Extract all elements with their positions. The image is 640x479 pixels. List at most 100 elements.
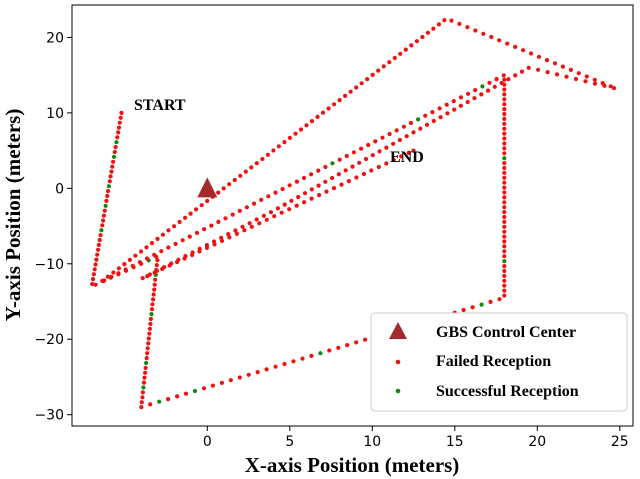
failed-reception-point (409, 43, 414, 48)
failed-reception-point (568, 67, 574, 72)
failed-reception-point (521, 48, 526, 53)
failed-reception-point (160, 232, 166, 237)
failed-reception-point (91, 272, 96, 277)
successful-reception-point (99, 228, 104, 233)
y-tick-label: −10 (34, 257, 64, 273)
x-axis-ticks: 0 5 10 15 20 25 (203, 426, 629, 450)
failed-reception-point (502, 200, 507, 205)
failed-reception-point (146, 336, 151, 341)
failed-reception-point (502, 278, 507, 283)
failed-reception-point (266, 194, 271, 199)
failed-reception-point (398, 51, 403, 56)
failed-reception-point (102, 208, 107, 213)
failed-reception-point (144, 356, 149, 361)
successful-reception-point (106, 184, 111, 189)
failed-reception-point (92, 267, 97, 272)
failed-reception-point (264, 217, 269, 222)
successful-reception-point (330, 161, 335, 166)
failed-reception-point (104, 198, 109, 203)
failed-reception-point (180, 238, 185, 243)
failed-reception-point (143, 365, 148, 370)
failed-reception-point (317, 193, 322, 198)
failed-reception-point (438, 115, 443, 120)
successful-reception-point (111, 154, 117, 159)
failed-reception-point (336, 172, 341, 177)
failed-reception-point (149, 241, 155, 246)
failed-reception-point (369, 168, 374, 173)
failed-reception-point (90, 281, 95, 287)
failed-reception-point (323, 179, 328, 184)
failed-reception-point (272, 214, 277, 219)
y-tick-label: −20 (34, 332, 64, 348)
failed-reception-point (529, 51, 534, 56)
failed-reception-point (130, 263, 135, 268)
failed-reception-point (357, 160, 362, 165)
failed-reception-point (502, 116, 507, 121)
failed-reception-point (592, 77, 597, 82)
successful-reception-point (149, 312, 154, 317)
x-tick-label: 10 (363, 434, 381, 450)
failed-reception-point (377, 149, 382, 154)
failed-reception-point (430, 110, 435, 115)
failed-reception-point (101, 218, 106, 223)
failed-reception-point (502, 239, 507, 244)
failed-reception-point (199, 203, 204, 208)
failed-reception-point (502, 136, 507, 141)
failed-reception-point (234, 231, 239, 236)
x-tick-label: 5 (285, 434, 294, 450)
failed-reception-point (365, 77, 370, 82)
failed-reception-point (210, 383, 215, 388)
successful-reception-point (480, 84, 485, 89)
successful-reception-point (318, 351, 323, 356)
failed-reception-point (145, 346, 150, 351)
failed-reception-point (216, 190, 221, 195)
failed-reception-point (392, 55, 397, 61)
failed-reception-point (394, 128, 399, 133)
failed-reception-point (502, 293, 507, 298)
failed-reception-point (205, 198, 210, 204)
failed-reception-point (502, 161, 507, 166)
failed-reception-point (502, 77, 507, 82)
failed-reception-point (100, 278, 105, 283)
failed-reception-point (298, 127, 304, 132)
gbs-control-center-marker (197, 177, 218, 198)
failed-reception-point (109, 274, 114, 279)
failed-reception-point (486, 88, 491, 93)
failed-reception-point (111, 159, 116, 164)
failed-reception-point (94, 257, 99, 262)
failed-reception-point (246, 372, 251, 377)
failed-reception-point (502, 288, 507, 293)
failed-reception-point (197, 249, 202, 254)
failed-reception-point (502, 87, 507, 92)
failed-reception-point (437, 106, 442, 111)
failed-reception-point (330, 175, 335, 181)
failed-reception-point (602, 83, 607, 88)
failed-reception-point (279, 210, 284, 215)
failed-reception-point (149, 307, 155, 312)
failed-reception-point (332, 102, 337, 107)
failed-reception-point (151, 297, 156, 302)
failed-reception-point (254, 161, 259, 166)
failed-reception-point (436, 22, 441, 27)
failed-reception-point (373, 139, 378, 144)
failed-reception-point (370, 153, 375, 158)
failed-reception-point (502, 121, 507, 126)
x-tick-label: 25 (611, 434, 629, 450)
failed-reception-point (147, 331, 152, 336)
failed-reception-point (502, 224, 507, 229)
failed-reception-point (139, 405, 144, 410)
failed-reception-point (261, 213, 266, 218)
failed-reception-point (96, 242, 101, 247)
failed-reception-point (273, 190, 278, 195)
failed-reception-point (117, 120, 122, 125)
legend-gbs-marker (389, 322, 407, 339)
failed-reception-point (223, 216, 228, 221)
failed-reception-point (143, 370, 148, 375)
failed-reception-point (289, 198, 294, 203)
failed-reception-point (249, 165, 254, 170)
failed-reception-point (502, 195, 507, 200)
failed-reception-point (175, 394, 180, 399)
failed-reception-point (384, 161, 389, 166)
failed-reception-point (175, 259, 180, 265)
failed-reception-point (293, 131, 298, 136)
